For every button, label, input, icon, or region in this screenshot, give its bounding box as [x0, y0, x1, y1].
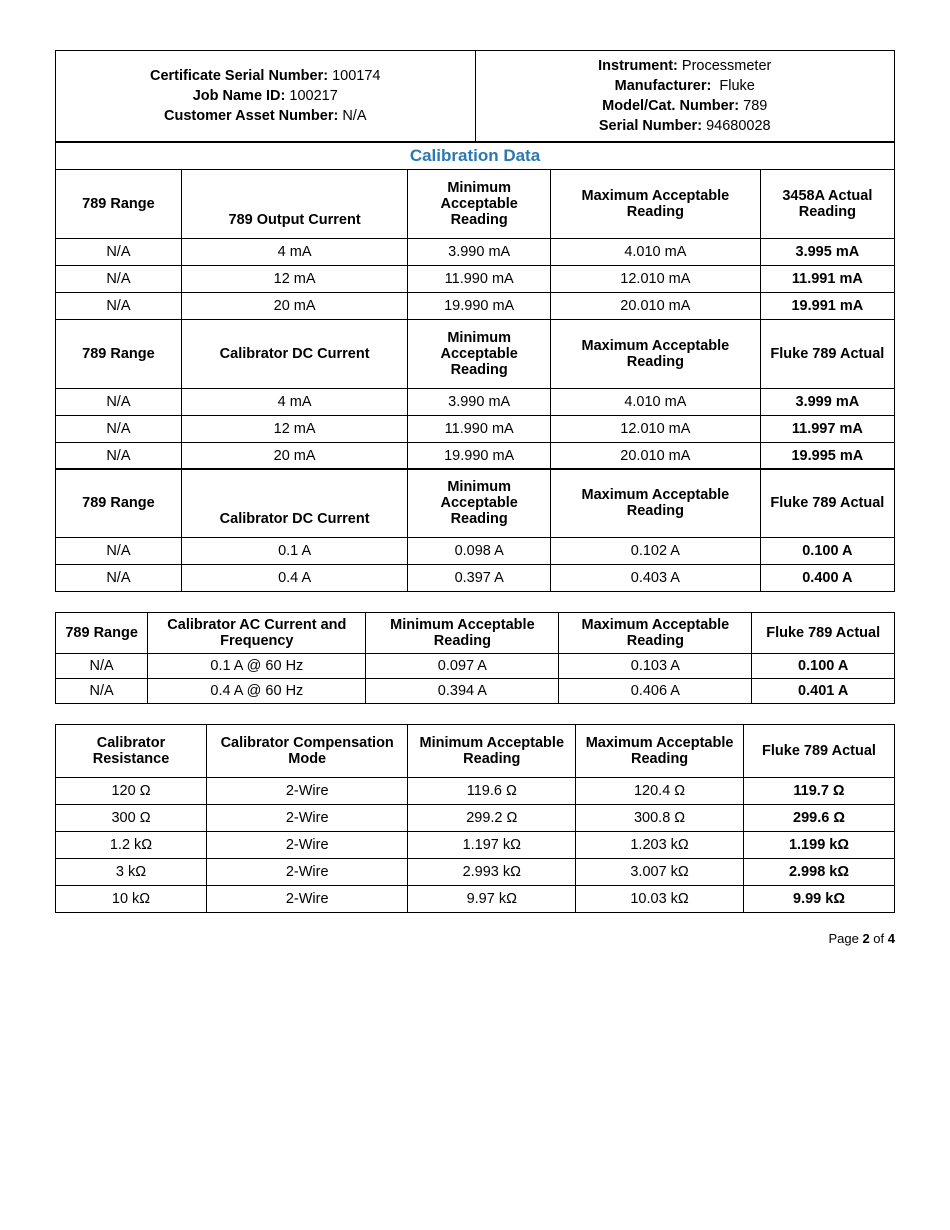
col-header: 3458A Actual Reading [760, 170, 894, 239]
table-row: N/A12 mA11.990 mA12.010 mA11.997 mA [56, 415, 895, 442]
page-number: Page 2 of 4 [55, 913, 895, 946]
ac-current-table: 789 Range Calibrator AC Current and Freq… [55, 612, 895, 704]
table-row: 300 Ω2-Wire299.2 Ω300.8 Ω299.6 Ω [56, 805, 895, 832]
serial-label: Serial Number: [599, 118, 702, 134]
col-header: 789 Range [56, 613, 148, 654]
table-row: N/A0.1 A @ 60 Hz0.097 A0.103 A0.100 A [56, 654, 895, 679]
col-header: 789 Range [56, 170, 182, 239]
col-header: 789 Range [56, 469, 182, 538]
mfr-value: Fluke [719, 78, 754, 94]
col-header: Maximum Acceptable Reading [550, 469, 760, 538]
col-header: Fluke 789 Actual [752, 613, 895, 654]
table-row: N/A0.1 A0.098 A0.102 A0.100 A [56, 538, 895, 565]
cert-value: 100174 [332, 68, 380, 84]
cert-label: Certificate Serial Number: [150, 68, 328, 84]
col-header: Calibrator AC Current and Frequency [148, 613, 366, 654]
dc-current-ma-table: 789 Range Calibrator DC Current Minimum … [55, 319, 895, 470]
col-header: Fluke 789 Actual [743, 725, 894, 778]
col-header: 789 Output Current [181, 170, 408, 239]
calibration-data-title: Calibration Data [55, 142, 895, 169]
cust-label: Customer Asset Number: [164, 108, 338, 124]
col-header: Minimum Acceptable Reading [366, 613, 559, 654]
col-header: Maximum Acceptable Reading [576, 725, 744, 778]
col-header: Fluke 789 Actual [760, 319, 894, 388]
col-header: Calibrator DC Current [181, 469, 408, 538]
col-header: 789 Range [56, 319, 182, 388]
model-value: 789 [743, 98, 767, 114]
col-header: Fluke 789 Actual [760, 469, 894, 538]
inst-value: Processmeter [682, 58, 771, 74]
col-header: Maximum Acceptable Reading [550, 319, 760, 388]
dc-current-a-table: 789 Range Calibrator DC Current Minimum … [55, 468, 895, 592]
cust-value: N/A [342, 108, 366, 124]
model-label: Model/Cat. Number: [602, 98, 739, 114]
table-row: 120 Ω2-Wire119.6 Ω120.4 Ω119.7 Ω [56, 778, 895, 805]
table-row: N/A4 mA3.990 mA4.010 mA3.999 mA [56, 388, 895, 415]
table-row: N/A0.4 A0.397 A0.403 A0.400 A [56, 565, 895, 592]
table-row: N/A20 mA19.990 mA20.010 mA19.991 mA [56, 293, 895, 320]
col-header: Minimum Acceptable Reading [408, 469, 551, 538]
certificate-info-box: Certificate Serial Number: 100174 Job Na… [55, 50, 895, 142]
col-header: Calibrator Compensation Mode [207, 725, 408, 778]
output-current-table: 789 Range 789 Output Current Minimum Acc… [55, 169, 895, 320]
col-header: Calibrator DC Current [181, 319, 408, 388]
col-header: Calibrator Resistance [56, 725, 207, 778]
table-row: 3 kΩ2-Wire2.993 kΩ3.007 kΩ2.998 kΩ [56, 859, 895, 886]
col-header: Maximum Acceptable Reading [550, 170, 760, 239]
col-header: Minimum Acceptable Reading [408, 725, 576, 778]
job-value: 100217 [289, 88, 337, 104]
col-header: Minimum Acceptable Reading [408, 319, 551, 388]
resistance-table: Calibrator Resistance Calibrator Compens… [55, 724, 895, 913]
inst-label: Instrument: [598, 58, 678, 74]
col-header: Minimum Acceptable Reading [408, 170, 551, 239]
job-label: Job Name ID: [193, 88, 286, 104]
table-row: N/A12 mA11.990 mA12.010 mA11.991 mA [56, 266, 895, 293]
table-row: N/A4 mA3.990 mA4.010 mA3.995 mA [56, 239, 895, 266]
mfr-label: Manufacturer: [615, 78, 712, 94]
table-row: 1.2 kΩ2-Wire1.197 kΩ1.203 kΩ1.199 kΩ [56, 832, 895, 859]
table-row: 10 kΩ2-Wire9.97 kΩ10.03 kΩ9.99 kΩ [56, 886, 895, 913]
table-row: N/A20 mA19.990 mA20.010 mA19.995 mA [56, 442, 895, 469]
col-header: Maximum Acceptable Reading [559, 613, 752, 654]
table-row: N/A0.4 A @ 60 Hz0.394 A0.406 A0.401 A [56, 679, 895, 704]
serial-value: 94680028 [706, 118, 771, 134]
